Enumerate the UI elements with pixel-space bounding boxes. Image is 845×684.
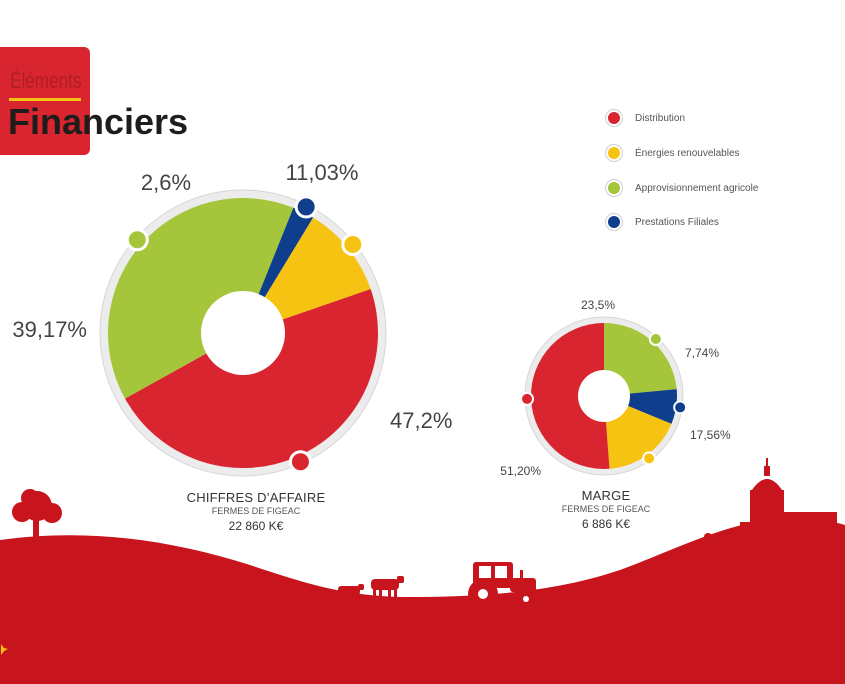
chart-subtitle: FERMES DE FIGEAC: [561, 504, 651, 514]
cow-icon: [371, 576, 404, 597]
slice-label: 2,6%: [141, 170, 191, 195]
legend-swatch: [606, 180, 622, 196]
donut-slice: [243, 217, 371, 333]
donut-slice: [107, 197, 294, 399]
chart-total: 22 860 K€: [228, 519, 284, 533]
slice-label: 17,56%: [690, 428, 731, 442]
slice-label: 39,17%: [12, 317, 87, 342]
donut-hole: [578, 370, 630, 422]
title-box: [0, 47, 90, 155]
legend-item-prestations: Prestations Filiales: [606, 212, 719, 232]
legend-label: Distribution: [635, 112, 686, 124]
cow-icon: [338, 584, 364, 600]
legend-label: Prestations Filiales: [635, 216, 719, 228]
chart-caption-ca: CHIFFRES D’AFFAIRE FERMES DE FIGEAC 22 8…: [146, 490, 366, 533]
donut-slice: [531, 323, 610, 469]
chart-subtitle: FERMES DE FIGEAC: [211, 506, 301, 516]
page-title: Financiers: [8, 101, 189, 142]
legend-swatch: [606, 214, 622, 230]
slice-label: 7,74%: [685, 346, 719, 360]
donut-hole: [201, 291, 285, 375]
donut-chart-0: 47,2% 39,17% 2,6% 11,03%: [12, 160, 452, 477]
legend-item-energies: Énergies renouvelables: [606, 143, 740, 163]
donut-slice: [125, 289, 378, 468]
legend-swatch: [606, 110, 622, 126]
slice-label: 23,5%: [581, 298, 615, 312]
slice-marker: [125, 228, 149, 252]
slice-label: 51,20%: [500, 464, 541, 478]
chart-caption-marge: MARGE FERMES DE FIGEAC 6 886 K€: [516, 488, 696, 531]
slice-label: 11,03%: [286, 160, 359, 185]
chart-total: 6 886 K€: [581, 517, 631, 531]
slice-marker: [648, 332, 663, 347]
slice-marker: [341, 233, 365, 257]
tree-icon: [12, 489, 62, 540]
slice-marker: [673, 400, 688, 415]
legend-item-distribution: Distribution: [606, 108, 685, 128]
church-icon: [740, 458, 837, 544]
star-icon: [1, 644, 8, 655]
slice-marker: [288, 450, 312, 474]
page-title-small: Éléments: [10, 68, 82, 93]
legend-label: Énergies renouvelables: [635, 147, 740, 159]
slice-marker: [294, 195, 318, 219]
hills-shape: [0, 517, 845, 684]
legend-item-approvisionnement: Approvisionnement agricole: [606, 178, 758, 198]
slice-marker: [642, 451, 657, 466]
legend-label: Approvisionnement agricole: [635, 182, 759, 194]
chart-title: CHIFFRES D’AFFAIRE: [186, 490, 326, 505]
slice-marker: [520, 391, 535, 406]
tractor-icon: [468, 562, 536, 609]
chart-title: MARGE: [581, 488, 631, 503]
title-underline: [9, 98, 81, 101]
slice-label: 47,2%: [390, 408, 452, 433]
donut-chart-1: 23,5% 7,74% 17,56% 51,20%: [500, 298, 731, 478]
legend-swatch: [606, 145, 622, 161]
farmer-icon: [704, 533, 724, 554]
